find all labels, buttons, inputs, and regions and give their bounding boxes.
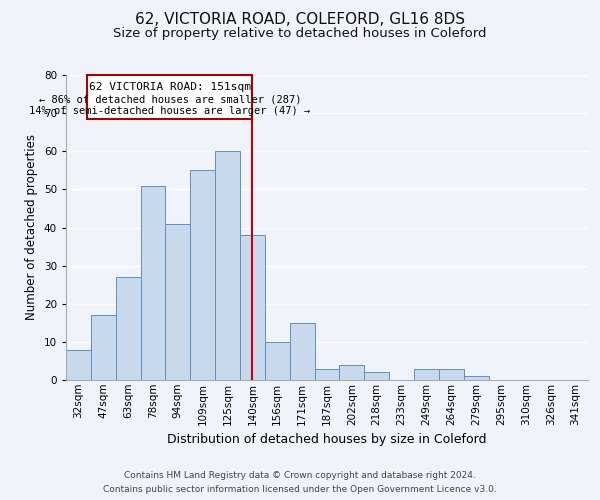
Text: Size of property relative to detached houses in Coleford: Size of property relative to detached ho…: [113, 28, 487, 40]
Bar: [190, 170, 215, 380]
Text: 62 VICTORIA ROAD: 151sqm: 62 VICTORIA ROAD: 151sqm: [89, 82, 251, 92]
Text: ← 86% of detached houses are smaller (287): ← 86% of detached houses are smaller (28…: [38, 94, 301, 104]
Bar: [439, 368, 464, 380]
Bar: [91, 315, 116, 380]
Bar: [265, 342, 290, 380]
Y-axis label: Number of detached properties: Number of detached properties: [25, 134, 38, 320]
Bar: [66, 350, 91, 380]
Bar: [240, 235, 265, 380]
Bar: [314, 368, 340, 380]
Bar: [464, 376, 488, 380]
Bar: [340, 365, 364, 380]
Bar: [215, 151, 240, 380]
Bar: [290, 323, 314, 380]
Text: Contains HM Land Registry data © Crown copyright and database right 2024.: Contains HM Land Registry data © Crown c…: [124, 472, 476, 480]
Bar: [116, 277, 140, 380]
Bar: [166, 224, 190, 380]
FancyBboxPatch shape: [87, 75, 253, 119]
Text: 62, VICTORIA ROAD, COLEFORD, GL16 8DS: 62, VICTORIA ROAD, COLEFORD, GL16 8DS: [135, 12, 465, 28]
Text: 14% of semi-detached houses are larger (47) →: 14% of semi-detached houses are larger (…: [29, 106, 310, 116]
Bar: [364, 372, 389, 380]
Bar: [414, 368, 439, 380]
Bar: [140, 186, 166, 380]
X-axis label: Distribution of detached houses by size in Coleford: Distribution of detached houses by size …: [167, 433, 487, 446]
Text: Contains public sector information licensed under the Open Government Licence v3: Contains public sector information licen…: [103, 484, 497, 494]
